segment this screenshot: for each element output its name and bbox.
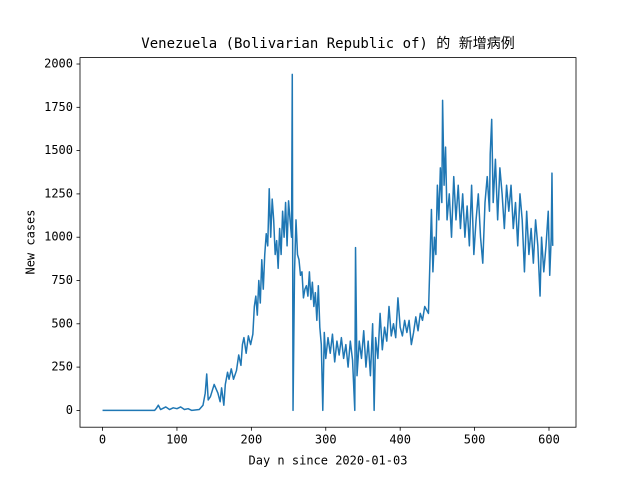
y-tick-label: 0 <box>66 403 73 417</box>
x-tick-label: 600 <box>538 433 560 447</box>
y-tick-label: 1500 <box>44 143 73 157</box>
y-tick-label: 750 <box>51 273 73 287</box>
x-tick-label: 0 <box>99 433 106 447</box>
y-tick-label: 1000 <box>44 230 73 244</box>
y-tick-label: 1250 <box>44 186 73 200</box>
x-tick-label: 300 <box>315 433 337 447</box>
x-tick-label: 400 <box>389 433 411 447</box>
x-tick-label: 500 <box>464 433 486 447</box>
x-tick-label: 200 <box>241 433 263 447</box>
x-tick-label: 100 <box>166 433 188 447</box>
axes-frame <box>79 57 577 428</box>
y-axis-label: New cases <box>24 209 38 274</box>
data-line <box>102 73 554 412</box>
y-tick-label: 1750 <box>44 100 73 114</box>
y-tick-label: 2000 <box>44 57 73 71</box>
y-tick-label: 250 <box>51 360 73 374</box>
chart-title: Venezuela (Bolivarian Republic of) 的 新增病… <box>141 36 514 52</box>
y-tick-label: 500 <box>51 316 73 330</box>
x-axis-label: Day n since 2020-01-03 <box>249 454 408 468</box>
